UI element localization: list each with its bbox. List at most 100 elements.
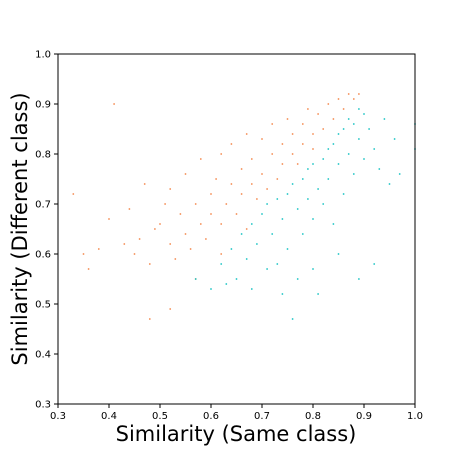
data-point <box>307 198 309 200</box>
data-point <box>281 143 284 145</box>
data-point <box>210 213 212 215</box>
data-point <box>358 108 360 110</box>
data-point <box>123 243 126 245</box>
data-point <box>337 133 340 135</box>
data-point <box>266 268 268 270</box>
y-tick-label: 1.0 <box>35 50 51 61</box>
data-point <box>87 268 90 270</box>
data-point <box>179 213 182 215</box>
data-point <box>322 158 325 160</box>
data-point <box>210 288 212 290</box>
data-point <box>317 293 319 295</box>
data-point <box>281 163 284 165</box>
data-point <box>261 138 263 140</box>
data-point <box>373 263 376 265</box>
data-point <box>373 148 376 150</box>
data-point <box>169 188 172 190</box>
data-point <box>286 193 289 195</box>
y-tick-label: 0.3 <box>35 400 51 411</box>
data-point <box>291 318 294 320</box>
y-tick-label: 0.9 <box>35 100 51 111</box>
data-point <box>301 123 304 125</box>
data-point <box>128 208 131 210</box>
data-point <box>148 318 151 320</box>
data-point <box>358 93 360 95</box>
data-point <box>240 168 243 170</box>
data-point <box>342 108 345 110</box>
data-point <box>194 278 197 280</box>
data-point <box>164 203 167 205</box>
data-point <box>337 253 340 255</box>
data-point <box>342 193 345 195</box>
data-point <box>322 203 325 205</box>
points-layer <box>72 93 416 320</box>
data-point <box>296 278 299 280</box>
data-point <box>363 113 365 115</box>
data-point <box>337 98 340 100</box>
data-point <box>138 238 141 240</box>
data-point <box>327 178 330 180</box>
data-point <box>291 133 294 135</box>
data-point <box>230 183 233 185</box>
data-point <box>358 278 360 280</box>
data-point <box>199 158 202 160</box>
data-point <box>245 228 248 230</box>
data-point <box>72 193 75 195</box>
data-point <box>332 118 335 120</box>
data-point <box>159 223 161 225</box>
data-point <box>342 128 345 130</box>
data-point <box>327 103 330 105</box>
data-point <box>352 98 355 100</box>
series-0 <box>72 93 360 320</box>
x-tick-label: 0.6 <box>203 411 219 422</box>
data-point <box>220 253 223 255</box>
data-point <box>245 258 248 260</box>
data-point <box>291 183 294 185</box>
x-tick-label: 0.3 <box>50 411 66 422</box>
data-point <box>250 288 253 290</box>
data-point <box>97 248 100 250</box>
data-point <box>256 198 258 200</box>
data-point <box>108 218 110 220</box>
data-point <box>261 173 263 175</box>
data-point <box>169 308 172 310</box>
data-point <box>276 178 279 180</box>
data-point <box>220 223 223 225</box>
data-point <box>133 253 136 255</box>
data-point <box>199 223 202 225</box>
data-point <box>383 118 386 120</box>
data-point <box>347 153 350 155</box>
data-point <box>215 178 218 180</box>
x-tick-label: 0.9 <box>356 411 372 422</box>
data-point <box>148 263 151 265</box>
data-point <box>154 228 156 230</box>
y-axis: 0.3 0.4 0.5 0.6 0.7 0.8 0.9 1.0 <box>35 50 58 411</box>
y-tick-label: 0.7 <box>35 200 51 211</box>
data-point <box>301 178 304 180</box>
data-point <box>296 163 299 165</box>
y-tick-label: 0.6 <box>35 250 51 261</box>
y-tick-label: 0.5 <box>35 300 51 311</box>
data-point <box>174 258 177 260</box>
data-point <box>271 123 274 125</box>
data-point <box>276 263 279 265</box>
data-point <box>271 233 274 235</box>
data-point <box>240 233 243 235</box>
data-point <box>82 253 85 255</box>
series-1 <box>194 108 416 320</box>
data-point <box>301 143 304 145</box>
data-point <box>230 143 233 145</box>
data-point <box>240 193 243 195</box>
x-axis: 0.3 0.4 0.5 0.6 0.7 0.8 0.9 1.0 <box>50 404 423 422</box>
data-point <box>291 153 294 155</box>
x-tick-label: 0.8 <box>305 411 321 422</box>
data-point <box>327 148 330 150</box>
data-point <box>363 158 365 160</box>
data-point <box>322 128 325 130</box>
data-point <box>358 138 360 140</box>
data-point <box>220 263 223 265</box>
data-point <box>337 163 340 165</box>
x-tick-label: 0.5 <box>152 411 168 422</box>
data-point <box>312 148 314 150</box>
